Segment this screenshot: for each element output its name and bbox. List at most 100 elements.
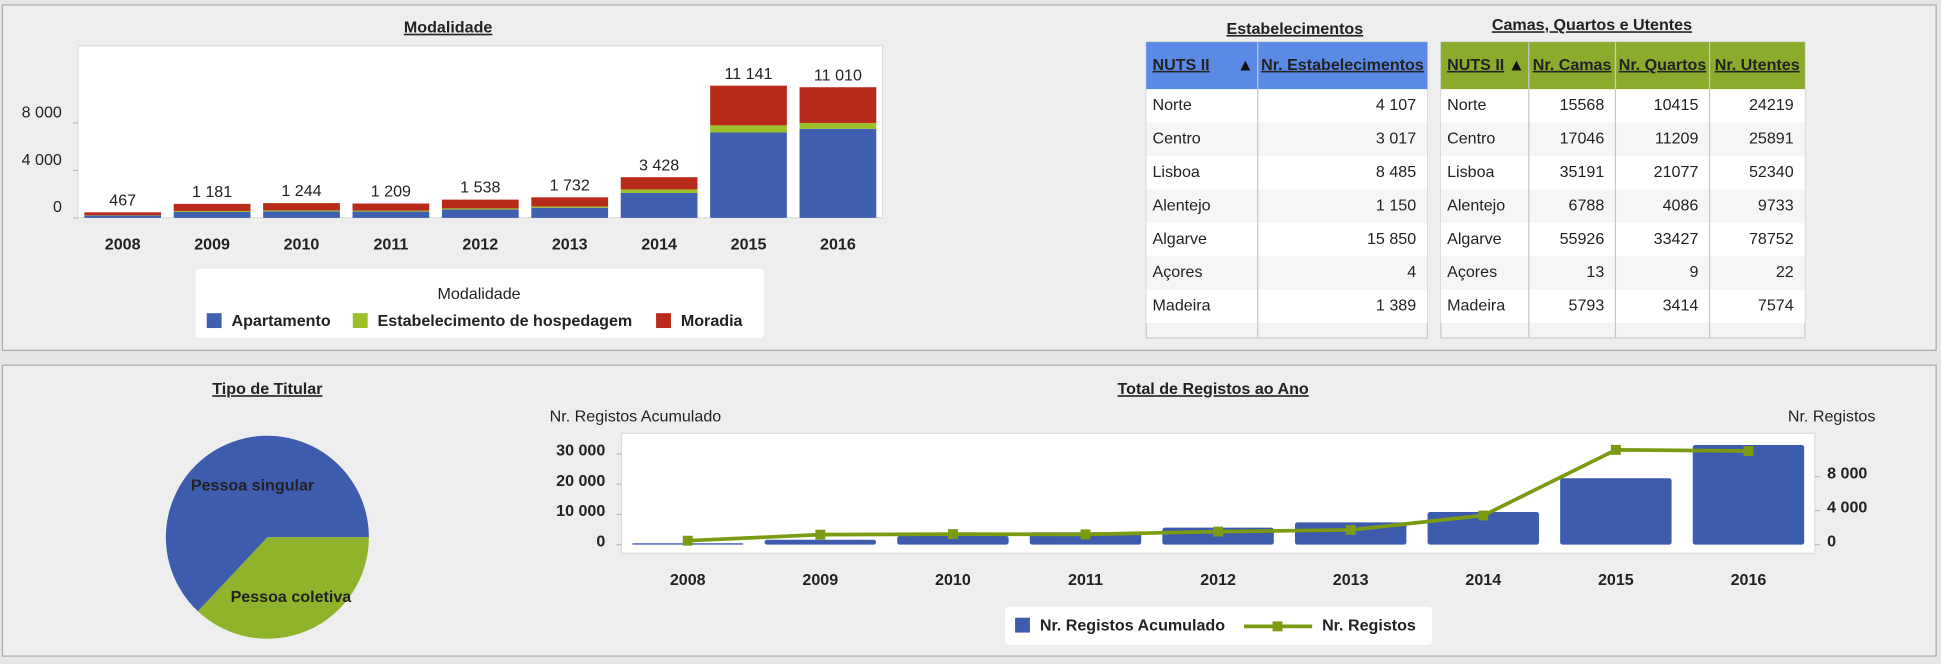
bar-segment xyxy=(620,177,698,190)
table-cell: 35191 xyxy=(1560,163,1605,181)
bar-segment xyxy=(263,210,340,212)
table-cell: Centro xyxy=(1152,130,1200,148)
table-cell: Madeira xyxy=(1152,297,1210,315)
bar-segment xyxy=(620,192,698,218)
legend-box xyxy=(195,268,764,338)
table-row xyxy=(1440,89,1805,123)
legend-marker xyxy=(1272,621,1283,632)
table-cell: 33427 xyxy=(1654,230,1699,248)
y2-tick-label: 4 000 xyxy=(1827,498,1867,516)
column-header: Nr. Utentes xyxy=(1715,56,1800,74)
column-header: Nr. Estabelecimentos xyxy=(1261,56,1424,74)
column-header: NUTS II xyxy=(1447,56,1504,74)
x-tick-label: 2015 xyxy=(1598,571,1634,589)
total-label: 1 181 xyxy=(192,183,232,201)
table-cell: Centro xyxy=(1447,130,1495,148)
x-tick-label: 2012 xyxy=(1200,571,1236,589)
table-cell: Norte xyxy=(1447,96,1486,114)
table-cell: 11209 xyxy=(1655,130,1699,148)
line-marker xyxy=(682,535,693,546)
bar-segment xyxy=(531,197,609,207)
y-tick-label: 30 000 xyxy=(556,442,605,460)
table-cell: Madeira xyxy=(1447,297,1505,315)
y-tick-label: 8 000 xyxy=(22,103,62,121)
table-cell: Norte xyxy=(1152,96,1191,114)
x-tick-label: 2016 xyxy=(1731,571,1767,589)
total-label: 467 xyxy=(109,191,136,209)
table-cell: Alentejo xyxy=(1447,196,1505,214)
table-cell: 17046 xyxy=(1560,130,1605,148)
bar xyxy=(764,539,877,545)
column-header: NUTS II xyxy=(1152,56,1209,74)
x-tick-label: 2010 xyxy=(935,571,971,589)
legend-label: Moradia xyxy=(681,312,744,330)
table-cell: 10415 xyxy=(1654,96,1699,114)
y2-tick-label: 8 000 xyxy=(1827,464,1867,482)
total-label: 1 209 xyxy=(371,183,411,201)
slice-label: Pessoa singular xyxy=(191,477,315,495)
x-tick-label: 2010 xyxy=(284,235,320,253)
bar-segment xyxy=(263,203,340,211)
table-cell: 24219 xyxy=(1749,96,1794,114)
y2-tick-label: 0 xyxy=(1827,532,1836,550)
pie-slice xyxy=(197,537,369,639)
line-marker xyxy=(1080,529,1091,540)
table-row xyxy=(1146,256,1428,290)
line-marker xyxy=(1610,444,1621,455)
legend-swatch xyxy=(206,313,222,329)
bar xyxy=(897,535,1009,545)
table-cell: Açores xyxy=(1152,263,1202,281)
bar-segment xyxy=(263,211,340,218)
table-header xyxy=(1440,42,1805,90)
legend-swatch xyxy=(656,313,671,329)
sort-arrow xyxy=(1240,60,1251,71)
table-cell: 78752 xyxy=(1749,230,1794,248)
table-cell: 25891 xyxy=(1749,130,1794,148)
table-cell: Algarve xyxy=(1152,230,1207,248)
table-row xyxy=(1146,289,1428,324)
table-row xyxy=(1146,89,1428,123)
table-row xyxy=(1146,122,1428,156)
x-tick-label: 2011 xyxy=(373,235,408,253)
bar-segment xyxy=(620,189,698,193)
total-label: 11 141 xyxy=(725,65,773,83)
dashboard-content: Modalidade 0 4 000 8 000 2008 467 2009 1 181 201… xyxy=(1,4,1937,657)
y-tick-label: 0 xyxy=(53,198,62,216)
total-label: 1 538 xyxy=(460,179,500,197)
chart-title: Total de Registos ao Ano xyxy=(1118,380,1309,398)
total-label: 1 732 xyxy=(550,176,590,194)
table-row xyxy=(1440,289,1805,324)
sort-arrow xyxy=(1511,60,1522,71)
y-tick-label: 4 000 xyxy=(22,151,62,169)
table-row xyxy=(1440,155,1805,190)
total-label: 3 428 xyxy=(639,156,679,174)
table-cell: 15 850 xyxy=(1367,230,1416,248)
table-cell: Lisboa xyxy=(1447,163,1494,181)
table-cell: 3 017 xyxy=(1376,130,1416,148)
legend-label: Apartamento xyxy=(231,312,330,330)
bar-segment xyxy=(531,207,609,218)
table-cell: Algarve xyxy=(1447,230,1502,248)
x-tick-label: 2014 xyxy=(641,235,677,253)
table-cell: Alentejo xyxy=(1152,196,1210,214)
x-tick-label: 2011 xyxy=(1068,571,1103,589)
table-cell: 6788 xyxy=(1569,196,1605,214)
legend-swatch xyxy=(352,313,368,329)
table-cell: 55926 xyxy=(1560,230,1605,248)
bar xyxy=(1692,444,1805,545)
table-row xyxy=(1440,122,1805,156)
y2-axis-title: Nr. Registos xyxy=(1788,407,1876,425)
x-tick-label: 2012 xyxy=(462,235,498,253)
bar-segment xyxy=(173,211,251,218)
table-title: Estabelecimentos xyxy=(1226,20,1363,38)
line-marker xyxy=(947,529,958,540)
column-header: Nr. Quartos xyxy=(1619,56,1707,74)
slice-label: Pessoa coletiva xyxy=(231,588,353,606)
table-row xyxy=(1440,256,1805,290)
legend-label: Estabelecimento de hospedagem xyxy=(378,312,633,330)
bar-segment xyxy=(531,206,609,208)
chart-title: Tipo de Titular xyxy=(212,380,323,398)
table-row xyxy=(1440,189,1805,223)
total-label: 11 010 xyxy=(814,66,862,84)
